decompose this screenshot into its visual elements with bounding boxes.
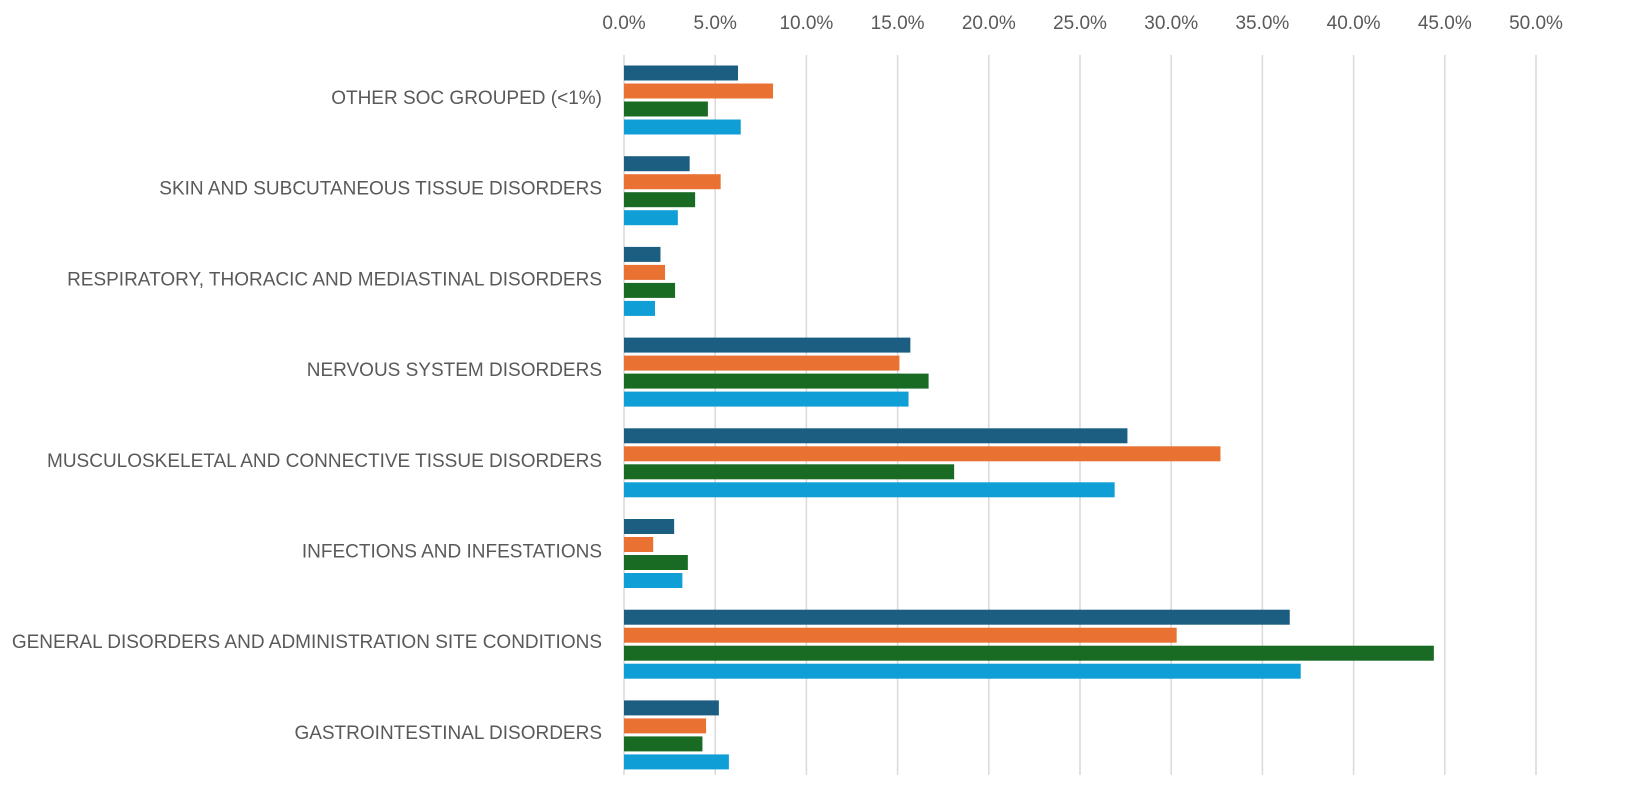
x-tick-label: 20.0% bbox=[962, 13, 1016, 34]
bar bbox=[624, 627, 1177, 643]
bar bbox=[624, 446, 1221, 462]
bar bbox=[624, 119, 741, 135]
x-tick-label: 15.0% bbox=[871, 13, 925, 34]
x-tick-label: 5.0% bbox=[694, 13, 737, 34]
bar bbox=[624, 101, 708, 117]
bar bbox=[624, 210, 678, 226]
bar bbox=[624, 192, 696, 208]
x-tick-label: 50.0% bbox=[1509, 13, 1563, 34]
bar bbox=[624, 355, 900, 371]
bar bbox=[624, 300, 656, 316]
bar bbox=[624, 537, 654, 552]
y-tick-label: RESPIRATORY, THORACIC AND MEDIASTINAL DI… bbox=[67, 269, 602, 290]
y-tick-label: GENERAL DISORDERS AND ADMINISTRATION SIT… bbox=[12, 632, 602, 653]
bar bbox=[624, 83, 774, 99]
bar bbox=[624, 428, 1128, 444]
bar bbox=[624, 609, 1290, 625]
bar bbox=[624, 645, 1434, 661]
bar bbox=[624, 391, 909, 407]
x-tick-label: 0.0% bbox=[602, 13, 645, 34]
bar bbox=[624, 519, 675, 534]
bar bbox=[624, 282, 676, 298]
bar bbox=[624, 663, 1301, 679]
y-tick-label: MUSCULOSKELETAL AND CONNECTIVE TISSUE DI… bbox=[47, 451, 602, 472]
x-tick-label: 10.0% bbox=[779, 13, 833, 34]
x-tick-label: 30.0% bbox=[1144, 13, 1198, 34]
y-tick-label: GASTROINTESTINAL DISORDERS bbox=[294, 723, 602, 744]
x-tick-label: 25.0% bbox=[1053, 13, 1107, 34]
y-tick-label: OTHER SOC GROUPED (<1%) bbox=[331, 88, 602, 109]
bar bbox=[624, 264, 666, 280]
bar bbox=[624, 555, 688, 570]
bar bbox=[624, 337, 911, 353]
bar bbox=[624, 373, 929, 389]
bar bbox=[624, 156, 690, 172]
bar bbox=[624, 573, 683, 588]
y-tick-label: SKIN AND SUBCUTANEOUS TISSUE DISORDERS bbox=[159, 179, 602, 200]
x-tick-label: 40.0% bbox=[1327, 13, 1381, 34]
bar bbox=[624, 754, 729, 770]
bar bbox=[624, 246, 661, 262]
bar bbox=[624, 174, 721, 190]
bar bbox=[624, 482, 1115, 498]
bar bbox=[624, 736, 703, 752]
bar bbox=[624, 700, 719, 716]
y-tick-label: NERVOUS SYSTEM DISORDERS bbox=[307, 360, 602, 381]
bar bbox=[624, 718, 707, 734]
bar bbox=[624, 464, 955, 480]
x-tick-label: 35.0% bbox=[1235, 13, 1289, 34]
bar bbox=[624, 65, 738, 81]
y-tick-label: INFECTIONS AND INFESTATIONS bbox=[302, 542, 602, 563]
x-tick-label: 45.0% bbox=[1418, 13, 1472, 34]
